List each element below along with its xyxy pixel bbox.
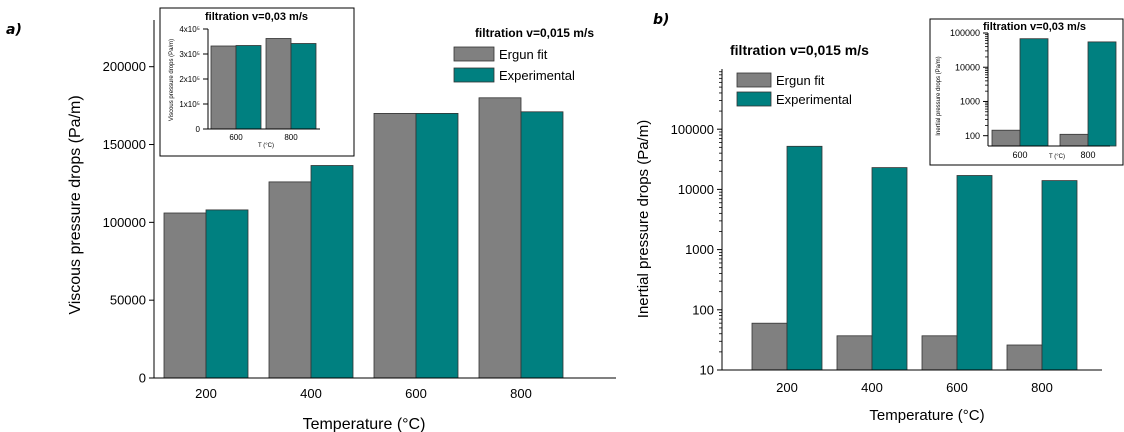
chart-a-x-tick-label: 800	[510, 386, 532, 401]
chart-b-x-tick-label: 200	[776, 380, 798, 395]
chart-b-inset-group: 600 800 100 1000 10000 100000 T (°C) Inertial p…	[929, 18, 1124, 166]
chart-b-x-tick-label: 400	[861, 380, 883, 395]
chart-a-y-tick-label: 150000	[103, 137, 146, 152]
chart-a-bar-experimental-400	[310, 165, 354, 379]
chart-a-bar-ergun-fit-600	[373, 113, 417, 379]
chart-b-inset-x-tick-label: 800	[1080, 150, 1095, 160]
chart-b-x-axis-label: Temperature (°C)	[869, 407, 984, 424]
chart-b-bar-ergun-fit-800	[1006, 344, 1043, 371]
chart-a-legend-swatch	[453, 67, 495, 83]
chart-a-inset-y-axis-label: Viscous pressure drops (Pa/m)	[169, 39, 175, 121]
chart-a-inset-y-tick-label: 4x10⁵	[179, 25, 200, 34]
chart-b-y-axis-label: Inertial pressure drops (Pa/m)	[635, 120, 652, 318]
chart-a-inset-x-axis-label: T (°C)	[258, 143, 274, 149]
chart-b-y-tick-label: 10000	[678, 182, 714, 197]
chart-b-group: 200 400 600 800 10 100 1000 10000 100000 Temperat…	[635, 42, 1102, 424]
chart-b-bar-experimental-200	[786, 145, 823, 371]
chart-a-bar-experimental-800	[520, 111, 564, 379]
chart-a-legend-swatch	[453, 46, 495, 62]
chart-b-bar-experimental-800	[1041, 180, 1078, 371]
chart-b-x-tick-label: 800	[1031, 380, 1053, 395]
chart-b-inset-title: filtration v=0,03 m/s	[983, 21, 1086, 33]
chart-a-inset-bar-ergun-fit-600	[210, 45, 237, 130]
chart-a-bar-ergun-fit-400	[268, 181, 312, 379]
chart-a-inset-bar-experimental-800	[290, 43, 317, 130]
chart-a-inset-x-tick-label: 600	[229, 133, 243, 142]
chart-b-inset-y-tick-label: 10000	[955, 62, 980, 72]
chart-a-inset-y-tick-label: 1x10⁵	[179, 100, 200, 109]
chart-a-y-tick-label: 200000	[103, 59, 146, 74]
chart-b-y-tick-label: 100	[692, 302, 714, 317]
chart-b-inset-y-tick-label: 100000	[950, 28, 980, 38]
chart-a-inset-bar-ergun-fit-800	[265, 38, 292, 130]
chart-b-bar-ergun-fit-600	[921, 335, 958, 371]
chart-b-legend-swatch	[736, 72, 772, 88]
chart-a-bar-experimental-200	[205, 209, 249, 379]
chart-a-bar-experimental-600	[415, 113, 459, 379]
chart-a-title: filtration v=0,015 m/s	[475, 26, 594, 40]
chart-a-x-axis-label: Temperature (°C)	[303, 416, 426, 432]
chart-b-inset-x-axis-label: T (°C)	[1049, 154, 1065, 160]
chart-b-inset-x-tick-label: 600	[1012, 150, 1027, 160]
chart-b-title: filtration v=0,015 m/s	[730, 42, 869, 58]
chart-a-group: 200 400 600 800 0 50000 100000 150000 200000 Temp…	[67, 20, 616, 432]
chart-b-legend-label: Experimental	[776, 92, 852, 107]
chart-a-legend-label: Experimental	[499, 68, 575, 83]
chart-b-bar-ergun-fit-200	[751, 322, 788, 371]
chart-a-inset-title: filtration v=0,03 m/s	[205, 11, 308, 23]
chart-b-y-tick-label: 100000	[671, 122, 714, 137]
chart-b-inset-bar-experimental-600	[1019, 38, 1049, 147]
chart-a-y-tick-label: 100000	[103, 215, 146, 230]
chart-b-bar-ergun-fit-400	[836, 335, 873, 371]
panel-a-label: a)	[6, 22, 22, 38]
chart-a-x-tick-label: 400	[300, 386, 322, 401]
chart-b-bar-experimental-400	[871, 167, 908, 371]
chart-a-y-tick-label: 50000	[110, 293, 146, 308]
chart-a-y-axis-label: Viscous pressure drops (Pa/m)	[67, 95, 84, 314]
chart-b-y-tick-label: 1000	[685, 242, 714, 257]
chart-b-inset-bar-ergun-fit-600	[991, 129, 1021, 147]
chart-b-inset-y-tick-label: 100	[965, 131, 980, 141]
chart-a-x-tick-label: 600	[405, 386, 427, 401]
chart-b-inset-bar-ergun-fit-800	[1059, 133, 1089, 147]
panel-b-label: b)	[653, 12, 670, 28]
chart-a-inset-x-tick-label: 800	[284, 133, 298, 142]
chart-b-x-tick-label: 600	[946, 380, 968, 395]
chart-b-inset-y-tick-label: 1000	[960, 97, 980, 107]
chart-a-bar-ergun-fit-800	[478, 97, 522, 379]
chart-a-x-tick-label: 200	[195, 386, 217, 401]
chart-b-inset-y-axis-label: Inertial pressure drops (Pa/m)	[936, 56, 942, 135]
chart-a-y-tick-label: 0	[139, 371, 146, 386]
chart-b-legend-label: Ergun fit	[776, 73, 825, 88]
chart-b-inset-bar-experimental-800	[1087, 41, 1117, 147]
chart-a-inset-group: 600 800 0 1x10⁵ 2x10⁵ 3x10⁵ 4x10⁵ T (°C) Viscous…	[159, 7, 355, 157]
chart-a-bar-ergun-fit-200	[163, 212, 207, 379]
chart-a-inset-y-tick-label: 3x10⁵	[179, 50, 200, 59]
chart-b-y-tick-label: 10	[700, 363, 714, 378]
chart-a-inset-y-tick-label: 0	[196, 125, 201, 134]
chart-b-legend-swatch	[736, 91, 772, 107]
chart-a-inset-y-tick-label: 2x10⁵	[179, 75, 200, 84]
chart-a-inset-bar-experimental-600	[235, 45, 262, 130]
chart-a-legend-label: Ergun fit	[499, 47, 548, 62]
chart-b-bar-experimental-600	[956, 175, 993, 371]
